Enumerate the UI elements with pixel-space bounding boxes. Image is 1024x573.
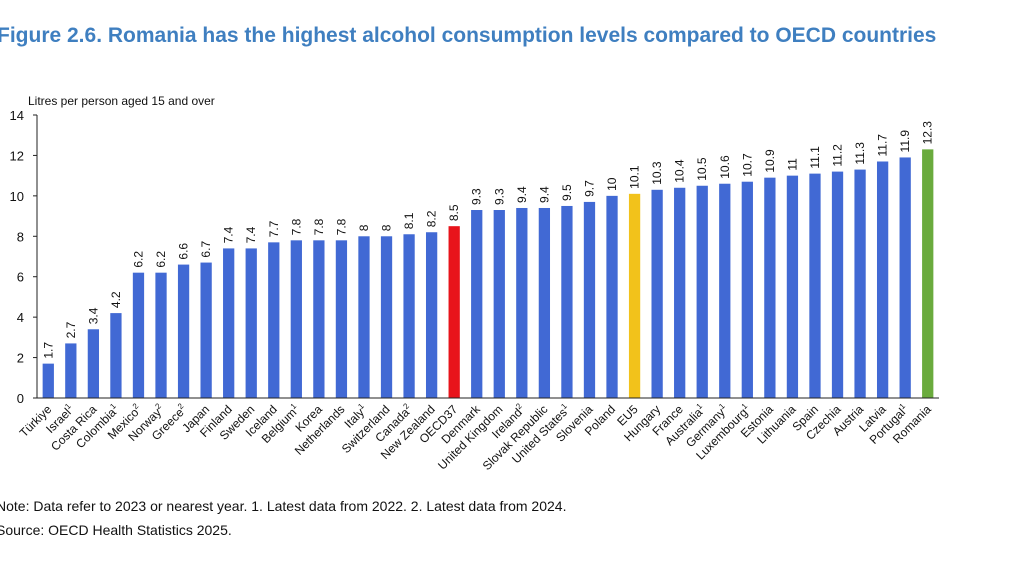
- bar: [764, 177, 776, 398]
- value-label: 9.5: [560, 184, 574, 201]
- bar: [200, 262, 212, 398]
- value-label: 11.3: [853, 142, 867, 165]
- value-label: 8.2: [425, 210, 439, 227]
- y-tick-label: 2: [17, 351, 24, 366]
- bar: [809, 173, 821, 398]
- y-axis-ticks: 0 2 4 6 8 10 12 14: [10, 108, 37, 406]
- value-label: 6.6: [177, 243, 191, 260]
- bar: [674, 187, 686, 398]
- value-label: 10.1: [628, 165, 642, 189]
- bar: [177, 264, 190, 398]
- value-label: 8: [357, 224, 371, 231]
- bar: [335, 240, 348, 398]
- value-label: 10.3: [650, 161, 664, 185]
- value-label: 11.2: [831, 144, 845, 167]
- bars: [42, 149, 934, 398]
- value-label: 10.6: [718, 155, 732, 179]
- bar: [922, 149, 934, 398]
- value-label: 9.7: [582, 180, 596, 197]
- chart-title: Figure 2.6. Romania has the highest alco…: [0, 24, 937, 47]
- bar: [606, 195, 618, 398]
- bar: [471, 210, 483, 398]
- value-label: 8.5: [447, 204, 461, 221]
- bar: [651, 189, 663, 398]
- value-label: 6.2: [154, 251, 168, 268]
- bar: [538, 207, 551, 398]
- bar: [223, 248, 235, 398]
- value-label: 1.7: [41, 342, 55, 359]
- bar: [831, 171, 844, 398]
- value-label: 12.3: [921, 121, 935, 145]
- value-label: 7.4: [222, 226, 236, 243]
- value-label: 11.9: [898, 130, 912, 153]
- value-label: 11.1: [808, 146, 822, 169]
- y-tick-label: 0: [17, 391, 24, 406]
- value-label: 10: [605, 177, 619, 191]
- value-label: 6.7: [199, 241, 213, 258]
- value-label: 9.4: [515, 186, 529, 203]
- y-axis-title: Litres per person aged 15 and over: [28, 94, 215, 108]
- bar: [448, 226, 460, 398]
- value-label: 7.4: [244, 226, 258, 243]
- value-label: 10.4: [673, 159, 687, 183]
- value-label: 7.8: [289, 218, 303, 235]
- y-tick-label: 4: [17, 310, 24, 325]
- y-tick-label: 6: [17, 270, 24, 285]
- value-label: 6.2: [131, 251, 145, 268]
- bar: [290, 240, 302, 398]
- value-label: 9.4: [537, 186, 551, 203]
- bar: [696, 185, 708, 398]
- chart-source: Source: OECD Health Statistics 2025.: [0, 522, 232, 538]
- y-tick-label: 14: [10, 108, 24, 123]
- y-tick-label: 8: [17, 229, 24, 244]
- value-label: 8.1: [402, 212, 416, 229]
- bar: [245, 248, 257, 398]
- bar: [516, 207, 528, 398]
- y-tick-label: 10: [10, 189, 24, 204]
- bar: [628, 193, 641, 398]
- bar: [876, 161, 889, 398]
- bar: [425, 232, 438, 398]
- value-label: 10.5: [695, 157, 709, 181]
- bar: [741, 181, 753, 398]
- value-label: 10.7: [740, 153, 754, 177]
- bar: [42, 363, 54, 398]
- value-label: 7.8: [334, 218, 348, 235]
- bar: [65, 343, 77, 398]
- bar: [380, 236, 393, 398]
- bar: [719, 183, 731, 398]
- value-label: 11.7: [876, 134, 890, 157]
- bar-chart: Litres per person aged 15 and over 0 2 4 6 8…: [10, 94, 939, 473]
- value-label: 2.7: [64, 321, 78, 338]
- value-label: 4.2: [109, 291, 123, 308]
- value-label: 11: [785, 158, 799, 171]
- bar: [132, 272, 145, 398]
- y-tick-label: 12: [10, 148, 24, 163]
- bar: [403, 234, 415, 398]
- bar: [313, 240, 325, 398]
- bar: [268, 242, 280, 398]
- bar: [899, 157, 911, 398]
- bar: [493, 210, 505, 398]
- bar: [786, 175, 799, 398]
- bar: [155, 272, 167, 398]
- bar: [561, 205, 573, 398]
- bar: [583, 201, 596, 398]
- bar: [854, 169, 866, 398]
- value-label: 9.3: [492, 188, 506, 205]
- value-label: 7.8: [312, 218, 326, 235]
- bar: [87, 329, 100, 398]
- bar: [110, 313, 122, 398]
- bar: [358, 236, 370, 398]
- value-label: 3.4: [86, 307, 100, 324]
- value-label: 10.9: [763, 149, 777, 173]
- value-labels: 1.7 2.7 3.4 4.2 6.2 6.2 6.6 6.7 7.4 7.4 7.7 7.8 7.8 7…: [41, 121, 934, 359]
- value-label: 7.7: [267, 220, 281, 237]
- value-label: 8: [380, 224, 394, 231]
- chart-note: Note: Data refer to 2023 or nearest year…: [0, 498, 567, 514]
- value-label: 9.3: [470, 188, 484, 205]
